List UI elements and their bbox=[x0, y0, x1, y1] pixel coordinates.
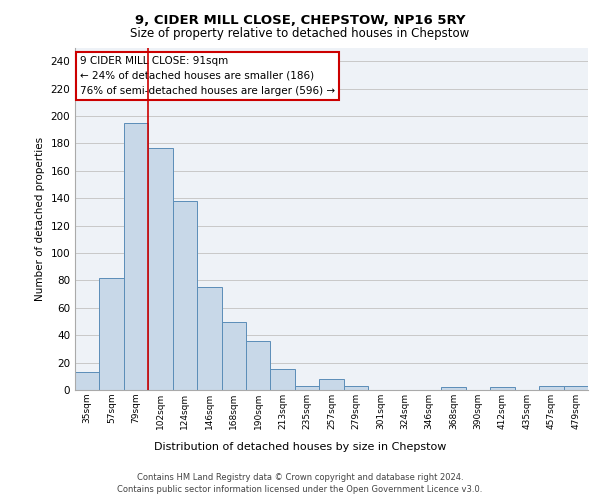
Bar bbox=[148, 148, 173, 390]
Bar bbox=[490, 388, 515, 390]
Text: 9, CIDER MILL CLOSE, CHEPSTOW, NP16 5RY: 9, CIDER MILL CLOSE, CHEPSTOW, NP16 5RY bbox=[135, 14, 465, 27]
Bar bbox=[271, 370, 295, 390]
Bar bbox=[197, 287, 221, 390]
Bar bbox=[100, 278, 124, 390]
Text: 9 CIDER MILL CLOSE: 91sqm
← 24% of detached houses are smaller (186)
76% of semi: 9 CIDER MILL CLOSE: 91sqm ← 24% of detac… bbox=[80, 56, 335, 96]
Bar bbox=[246, 340, 271, 390]
Text: Size of property relative to detached houses in Chepstow: Size of property relative to detached ho… bbox=[130, 28, 470, 40]
Bar bbox=[539, 386, 563, 390]
Bar bbox=[75, 372, 100, 390]
Y-axis label: Number of detached properties: Number of detached properties bbox=[35, 136, 45, 301]
Bar bbox=[173, 201, 197, 390]
Text: Contains HM Land Registry data © Crown copyright and database right 2024.
Contai: Contains HM Land Registry data © Crown c… bbox=[118, 472, 482, 494]
Bar bbox=[295, 386, 319, 390]
Bar bbox=[124, 123, 148, 390]
Bar bbox=[319, 379, 344, 390]
Bar bbox=[344, 386, 368, 390]
Bar bbox=[221, 322, 246, 390]
Bar bbox=[442, 388, 466, 390]
Bar bbox=[563, 386, 588, 390]
Text: Distribution of detached houses by size in Chepstow: Distribution of detached houses by size … bbox=[154, 442, 446, 452]
